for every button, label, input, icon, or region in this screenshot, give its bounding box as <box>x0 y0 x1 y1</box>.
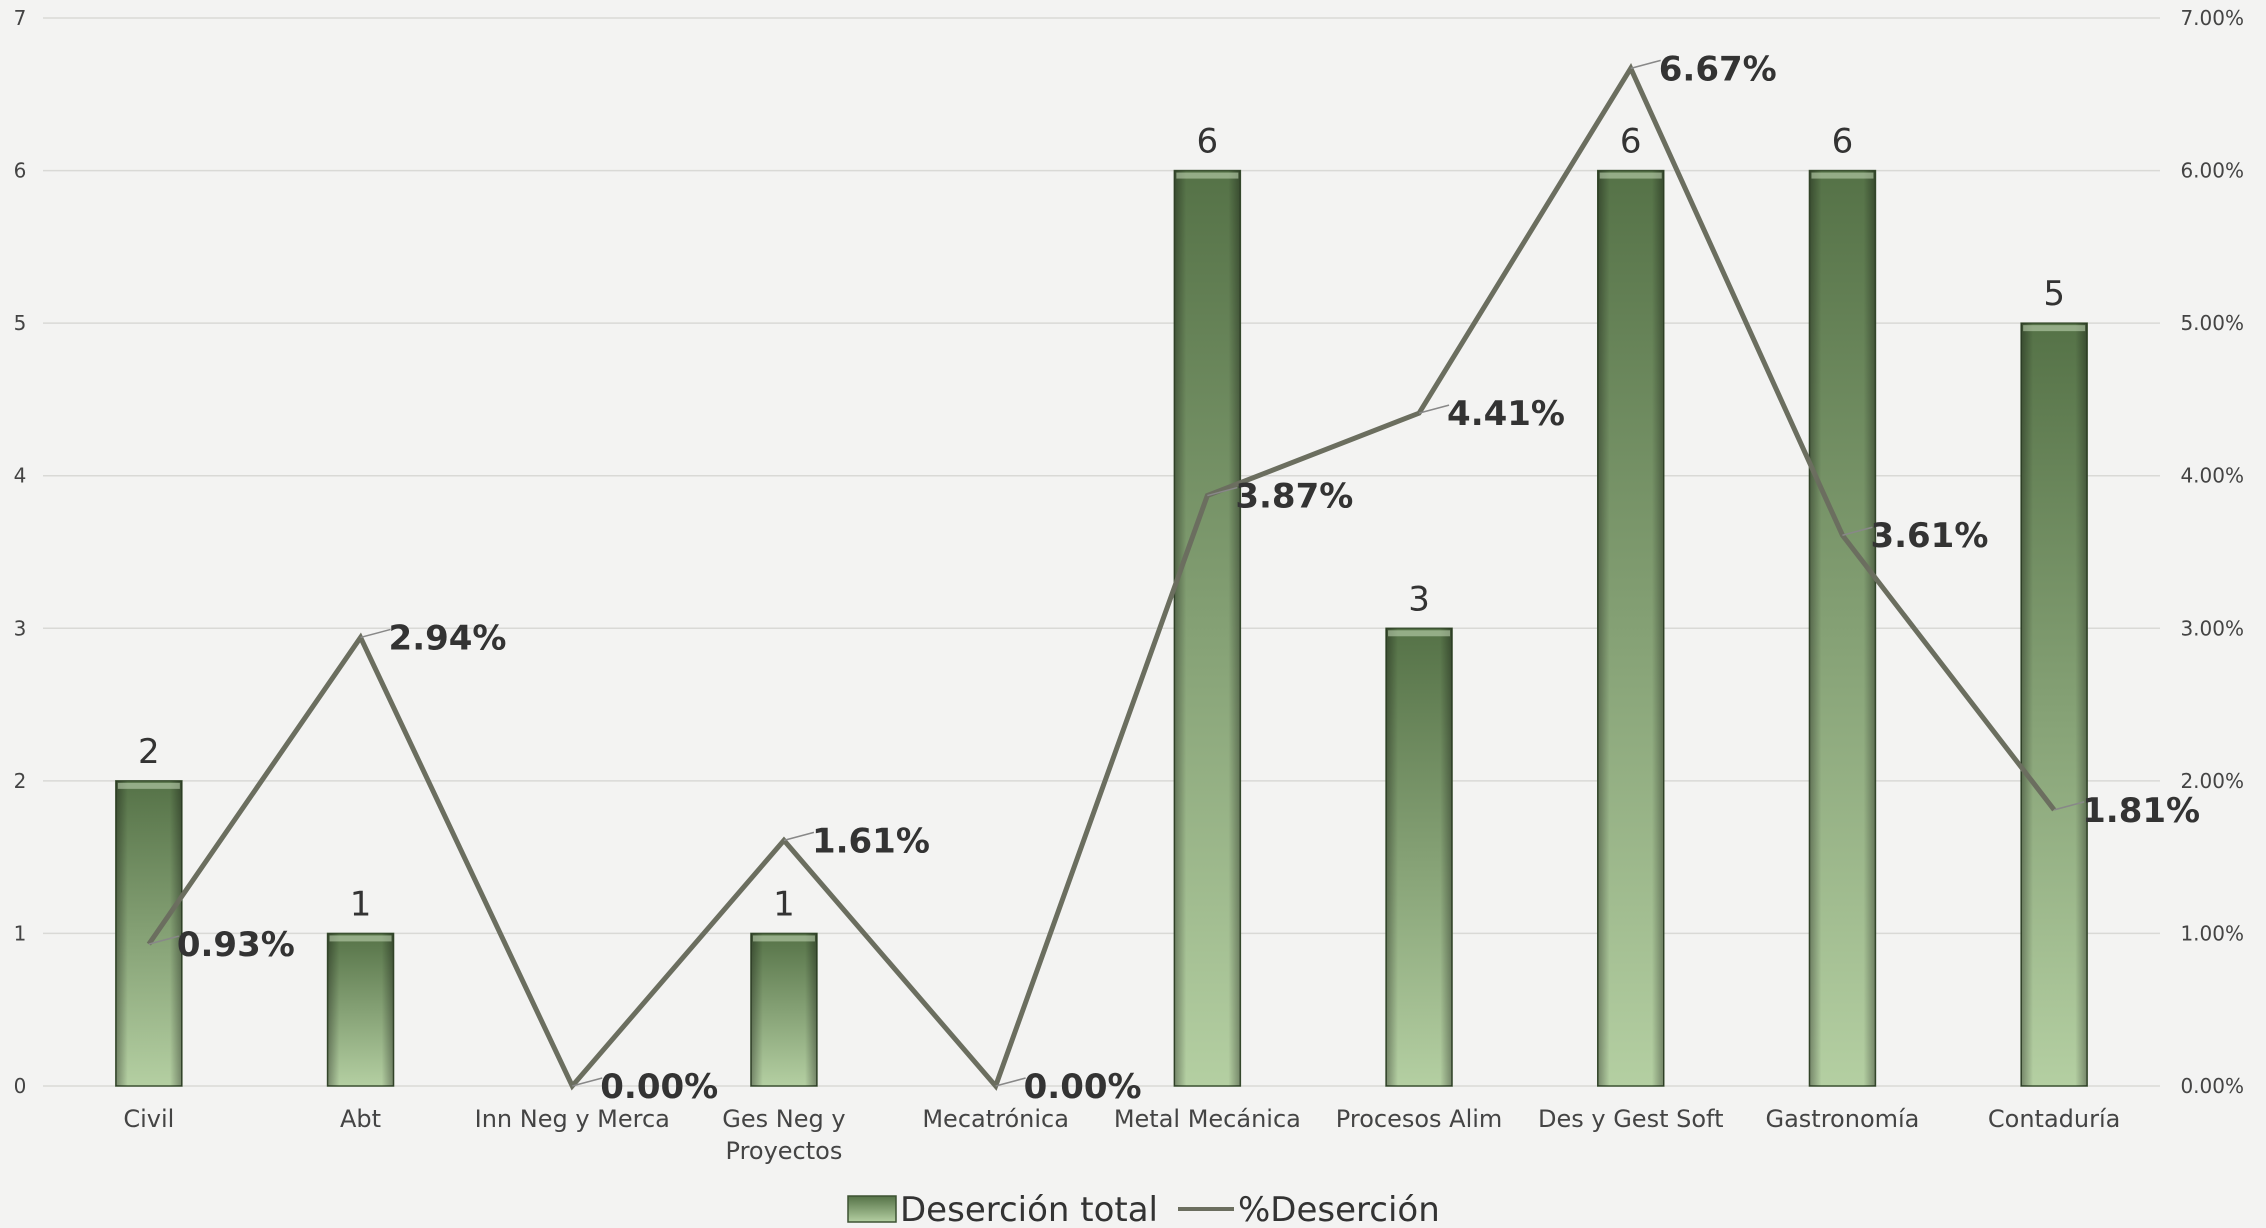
line-data-label: 0.93% <box>177 925 295 965</box>
line-data-label: 3.87% <box>1235 477 1353 517</box>
bar-data-label: 6 <box>1620 122 1642 162</box>
bar-shading <box>2021 323 2088 1087</box>
label-leader <box>360 628 391 639</box>
bar-bevel <box>752 935 815 942</box>
left-tick-label: 2 <box>14 769 27 793</box>
label-leader <box>1207 486 1238 497</box>
right-axis: 0.00% 1.00% 2.00% 3.00% 4.00% 5.00% 6.00% 7.00% <box>2180 6 2244 1098</box>
bar-bevel <box>1811 172 1874 179</box>
line-data-label: 0.00% <box>1024 1067 1142 1107</box>
category-label: Proyectos <box>726 1137 843 1165</box>
line-data-label: 2.94% <box>389 618 507 658</box>
bar-bevel <box>117 782 180 789</box>
left-axis: 0 1 2 3 4 5 6 7 <box>14 6 27 1098</box>
bar-bevel <box>329 935 392 942</box>
gridlines <box>43 17 2160 1087</box>
bar-data-label: 5 <box>2043 274 2065 314</box>
line-data-labels: 0.93% 2.94% 0.00% 1.61% 0.00% 3.87% 4.41% 6.67%… <box>148 49 2200 1107</box>
line-series <box>146 63 2057 1091</box>
line-data-label: 0.00% <box>600 1067 718 1107</box>
category-label: Procesos Alim <box>1336 1105 1503 1133</box>
category-label: Inn Neg y Merca <box>475 1105 670 1133</box>
right-tick-label: 6.00% <box>2180 159 2244 183</box>
bar-data-label: 6 <box>1832 122 1854 162</box>
category-label: Contaduría <box>1988 1105 2120 1133</box>
bar-series <box>115 169 2088 1087</box>
line-data-label: 6.67% <box>1659 49 1777 89</box>
line-data-label: 1.81% <box>2082 791 2200 831</box>
legend-bar-swatch <box>847 1195 897 1223</box>
bar-data-label: 3 <box>1408 579 1430 619</box>
legend-bar-label: Deserción total <box>900 1190 1158 1228</box>
bar-bevel <box>1599 172 1662 179</box>
category-label: Abt <box>340 1105 381 1133</box>
line-data-label: 4.41% <box>1447 394 1565 434</box>
label-leader <box>1630 59 1661 70</box>
bar-data-label: 2 <box>138 732 160 772</box>
left-tick-label: 4 <box>14 464 27 488</box>
category-label: Des y Gest Soft <box>1538 1105 1723 1133</box>
category-label: Ges Neg y <box>722 1105 845 1133</box>
bar-shading <box>1597 170 1664 1087</box>
line-data-label: 3.61% <box>1870 516 1988 556</box>
bar-data-label: 1 <box>350 884 372 924</box>
left-tick-label: 1 <box>14 921 27 945</box>
right-tick-label: 4.00% <box>2180 464 2244 488</box>
right-tick-label: 5.00% <box>2180 311 2244 335</box>
legend-line-label: %Deserción <box>1238 1190 1440 1228</box>
line-data-label: 1.61% <box>812 821 930 861</box>
right-tick-label: 2.00% <box>2180 769 2244 793</box>
bar-shading <box>115 780 182 1086</box>
label-leader <box>1842 526 1873 536</box>
right-tick-label: 1.00% <box>2180 921 2244 945</box>
bar-data-labels: 2 1 1 6 3 6 6 5 <box>138 122 2065 925</box>
bar-bevel <box>2023 325 2086 332</box>
label-leader <box>148 935 180 945</box>
label-leader <box>2053 801 2085 811</box>
category-label: Gastronomía <box>1766 1105 1920 1133</box>
bar-data-label: 6 <box>1197 122 1219 162</box>
bar-shading <box>1386 628 1453 1086</box>
category-label: Mecatrónica <box>922 1105 1069 1133</box>
left-tick-label: 6 <box>14 159 27 183</box>
label-leader <box>572 1077 603 1087</box>
label-leader <box>783 831 815 842</box>
left-tick-label: 3 <box>14 616 27 640</box>
left-tick-label: 0 <box>14 1074 27 1098</box>
legend: Deserción total %Deserción <box>847 1190 1440 1228</box>
right-tick-label: 3.00% <box>2180 616 2244 640</box>
category-label: Metal Mecánica <box>1114 1105 1301 1133</box>
bar-shading <box>1809 170 1876 1087</box>
x-axis: Civil Abt Inn Neg y Merca Ges Neg y Proyecto… <box>123 1105 2120 1165</box>
bar-shading <box>750 933 817 1086</box>
left-tick-label: 5 <box>14 311 27 335</box>
category-label: Civil <box>123 1105 174 1133</box>
bar-data-label: 1 <box>773 884 795 924</box>
right-tick-label: 7.00% <box>2180 6 2244 30</box>
deserction-line <box>146 63 2057 1091</box>
bar-shading <box>1174 170 1241 1087</box>
left-tick-label: 7 <box>14 6 27 30</box>
right-tick-label: 0.00% <box>2180 1074 2244 1098</box>
label-leader <box>1418 404 1450 414</box>
bar-bevel <box>1388 630 1451 637</box>
bar-bevel <box>1176 172 1239 179</box>
label-leader <box>995 1077 1026 1087</box>
bar-shading <box>327 933 394 1086</box>
